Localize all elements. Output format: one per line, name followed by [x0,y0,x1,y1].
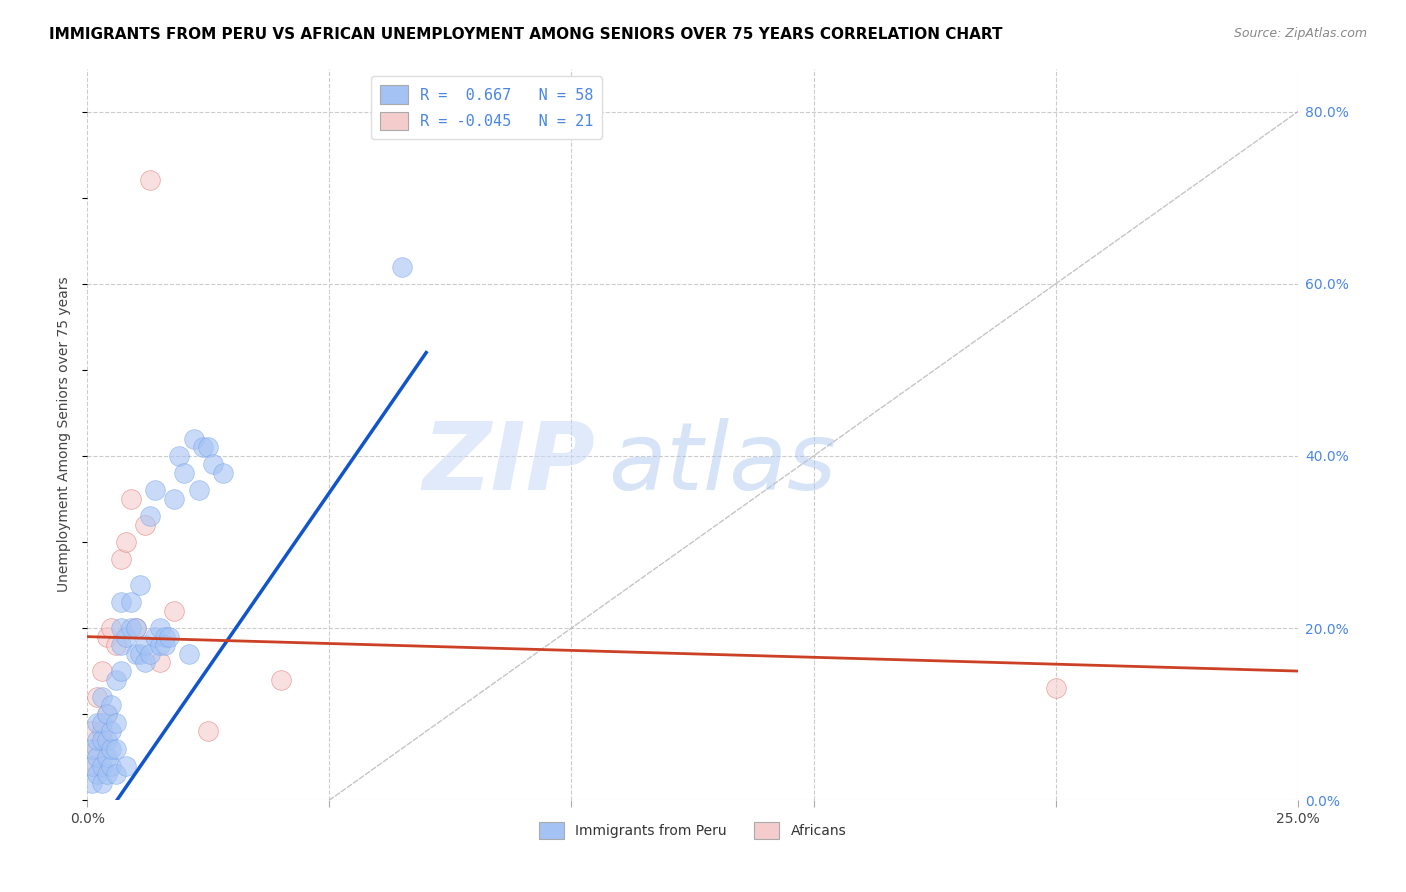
Point [90,690,112,704]
Point [100,724,122,739]
Point [100,621,122,635]
Text: ZIP: ZIP [423,417,596,509]
Point [80,724,103,739]
Point [139,173,162,187]
Point [120,621,142,635]
Point [105,673,128,687]
Point [129,647,152,661]
Point [110,664,132,678]
Point [153,630,176,644]
Point [105,638,128,652]
Text: Source: ZipAtlas.com: Source: ZipAtlas.com [1233,27,1367,40]
Point [80,776,103,790]
Point [202,458,225,472]
Point [86,741,108,756]
Point [120,595,142,609]
Point [110,595,132,609]
Point [134,517,156,532]
Point [96,733,118,747]
Point [391,260,413,274]
Point [193,440,215,454]
Text: atlas: atlas [607,418,837,509]
Point [96,707,118,722]
Legend: Immigrants from Peru, Africans: Immigrants from Peru, Africans [533,816,852,845]
Point [173,466,195,480]
Point [105,741,128,756]
Point [86,767,108,781]
Point [110,638,132,652]
Point [80,758,103,772]
Point [197,724,219,739]
Point [159,630,181,644]
Point [90,664,112,678]
Point [211,466,233,480]
Point [100,758,122,772]
Point [129,578,152,592]
Point [90,733,112,747]
Point [105,715,128,730]
Point [177,647,200,661]
Point [120,491,142,506]
Point [90,724,112,739]
Point [115,758,138,772]
Point [96,707,118,722]
Point [139,509,162,524]
Point [115,535,138,549]
Point [187,483,209,498]
Point [143,483,166,498]
Point [86,690,108,704]
Point [143,630,166,644]
Point [197,440,219,454]
Point [86,750,108,764]
Point [96,767,118,781]
Point [90,758,112,772]
Y-axis label: Unemployment Among Seniors over 75 years: Unemployment Among Seniors over 75 years [58,277,72,592]
Point [163,604,186,618]
Point [1045,681,1067,696]
Point [139,647,162,661]
Point [149,638,172,652]
Point [86,733,108,747]
Point [149,621,172,635]
Point [167,449,190,463]
Point [149,656,172,670]
Point [115,630,138,644]
Point [90,715,112,730]
Point [90,776,112,790]
Point [100,698,122,713]
Point [96,630,118,644]
Text: IMMIGRANTS FROM PERU VS AFRICAN UNEMPLOYMENT AMONG SENIORS OVER 75 YEARS CORRELA: IMMIGRANTS FROM PERU VS AFRICAN UNEMPLOY… [49,27,1002,42]
Point [153,638,176,652]
Point [105,767,128,781]
Point [134,638,156,652]
Point [183,432,205,446]
Point [124,621,146,635]
Point [96,750,118,764]
Point [163,491,186,506]
Point [270,673,292,687]
Point [86,715,108,730]
Point [134,656,156,670]
Point [80,741,103,756]
Point [124,621,146,635]
Point [110,621,132,635]
Point [100,741,122,756]
Point [110,552,132,566]
Point [80,758,103,772]
Point [124,647,146,661]
